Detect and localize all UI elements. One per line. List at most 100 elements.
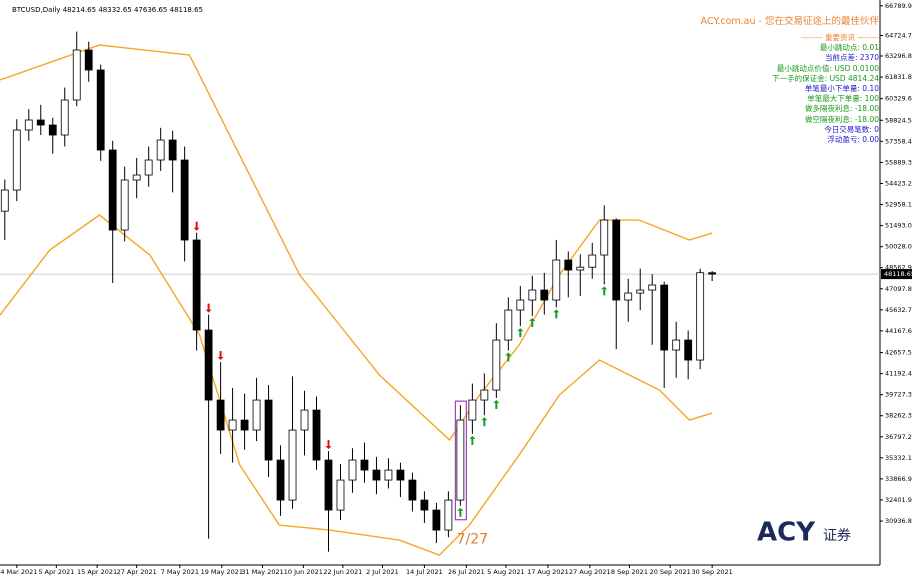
buy-arrow xyxy=(601,286,608,296)
y-tick-label: 66789.90 xyxy=(885,2,912,10)
x-tick-label: 10 Jun 2021 xyxy=(284,568,323,576)
candle-body xyxy=(252,399,261,431)
buy-arrow xyxy=(469,435,476,445)
candle-body xyxy=(276,459,285,501)
candle-body xyxy=(612,219,621,301)
x-tick-label: 5 Apr 2021 xyxy=(38,568,74,576)
x-tick-label: 20 Sep 2021 xyxy=(650,568,691,576)
buy-arrow xyxy=(553,309,560,319)
y-tick-label: 61831.80 xyxy=(885,73,912,81)
candle-body xyxy=(156,139,165,161)
y-tick-label: 57358.40 xyxy=(885,137,912,145)
panel-row: 浮动盈亏: 0.00 xyxy=(827,135,879,145)
highlight-box xyxy=(454,400,467,521)
candle-body xyxy=(120,179,129,231)
buy-arrow xyxy=(493,399,500,409)
y-tick-label: 63296.85 xyxy=(885,52,912,60)
y-tick-label: 50028.00 xyxy=(885,243,912,251)
bollinger-band xyxy=(0,44,713,442)
y-tick-label: 35332.10 xyxy=(885,454,912,462)
candle-body xyxy=(432,509,441,531)
chart-header: BTCUSD,Daily 48214.65 48332.65 47636.65 … xyxy=(12,6,203,14)
x-tick-label: 15 Apr 2021 xyxy=(77,568,117,576)
x-tick-label: 31 May 2021 xyxy=(241,568,283,576)
info-panel: ACY.com.au - 您在交易征途上的最佳伙伴 -------- 重要资讯 … xyxy=(701,15,879,145)
x-tick-label: 30 Sep 2021 xyxy=(692,568,733,576)
plot xyxy=(0,31,880,556)
candle-body xyxy=(48,124,57,136)
y-tick-label: 64724.75 xyxy=(885,31,912,39)
candle-body xyxy=(456,419,465,501)
buy-arrow xyxy=(517,328,524,338)
y-tick-label: 39727.30 xyxy=(885,391,912,399)
candle-body xyxy=(300,409,309,431)
candle-body xyxy=(72,49,81,101)
x-tick-label: 26 Jul 2021 xyxy=(448,568,485,576)
candle-body xyxy=(108,149,117,231)
x-tick-label: 22 Jun 2021 xyxy=(323,568,362,576)
y-tick-label: 38262.30 xyxy=(885,412,912,420)
candle-body xyxy=(336,479,345,511)
x-tick-label: 27 Aug 2021 xyxy=(569,568,611,576)
candle-body xyxy=(240,419,249,431)
candle-body xyxy=(564,259,573,271)
y-tick-label: 33866.95 xyxy=(885,475,912,483)
candle-body xyxy=(180,159,189,241)
candle-body xyxy=(348,459,357,481)
sell-arrow xyxy=(217,351,224,361)
ohlc-open: 48214.65 xyxy=(63,6,96,14)
buy-arrow xyxy=(505,352,512,362)
candle-body xyxy=(660,284,669,351)
y-tick-label: 47097.80 xyxy=(885,285,912,293)
candle-body xyxy=(492,339,501,391)
candle-body xyxy=(624,292,633,301)
candle-body xyxy=(96,69,105,151)
ohlc-low: 47636.65 xyxy=(134,6,167,14)
panel-heading: -------- 重要资讯 -------- xyxy=(800,33,879,42)
x-tick-label: 14 Jul 2021 xyxy=(406,568,443,576)
candle-body xyxy=(708,272,717,275)
candle-body xyxy=(636,289,645,294)
panel-row: 做空隔夜利息: -18.00 xyxy=(804,114,879,124)
y-tick-label: 30936.85 xyxy=(885,517,912,525)
candle-body xyxy=(528,289,537,301)
y-tick-label: 52958.15 xyxy=(885,201,912,209)
bollinger-band xyxy=(0,214,713,556)
y-tick-label: 48562.90 xyxy=(885,264,912,272)
panel-row: 今日交易笔数: 0 xyxy=(824,124,879,134)
x-tick-label: 5 Aug 2021 xyxy=(487,568,525,576)
candle-body xyxy=(60,99,69,136)
candle-body xyxy=(480,389,489,401)
annotation: 7/27 xyxy=(457,532,488,548)
logo: ACY 证券 xyxy=(757,518,851,548)
price-label: 48118.65 xyxy=(884,270,912,278)
candle-body xyxy=(444,499,453,531)
symbol: BTCUSD,Daily xyxy=(12,6,60,14)
x-tick-label: 24 Mar 2021 xyxy=(0,568,37,576)
candle-body xyxy=(12,129,21,191)
y-tick-label: 54423.25 xyxy=(885,180,912,188)
ohlc-close: 48118.65 xyxy=(170,6,203,14)
y-tick-label: 32401.90 xyxy=(885,496,912,504)
candle-body xyxy=(360,459,369,471)
y-tick-label: 51493.05 xyxy=(885,222,912,230)
x-tick-label: 19 May 2021 xyxy=(201,568,243,576)
candle-body xyxy=(408,479,417,501)
ohlc-high: 48332.65 xyxy=(98,6,131,14)
y-tick-label: 55889.35 xyxy=(885,158,912,166)
panel-row: 下一手的保证金: USD 4814.24 xyxy=(772,73,879,83)
x-tick-label: 17 Aug 2021 xyxy=(527,568,569,576)
candle-body xyxy=(420,499,429,511)
candle-body xyxy=(228,419,237,431)
sell-arrow xyxy=(205,303,212,313)
candle-body xyxy=(576,266,585,271)
candle-body xyxy=(396,469,405,481)
candle-body xyxy=(36,119,45,126)
candle-body xyxy=(84,49,93,71)
sell-arrow xyxy=(325,440,332,450)
candle-body xyxy=(540,289,549,301)
candle-body xyxy=(192,239,201,331)
candle-body xyxy=(312,409,321,461)
